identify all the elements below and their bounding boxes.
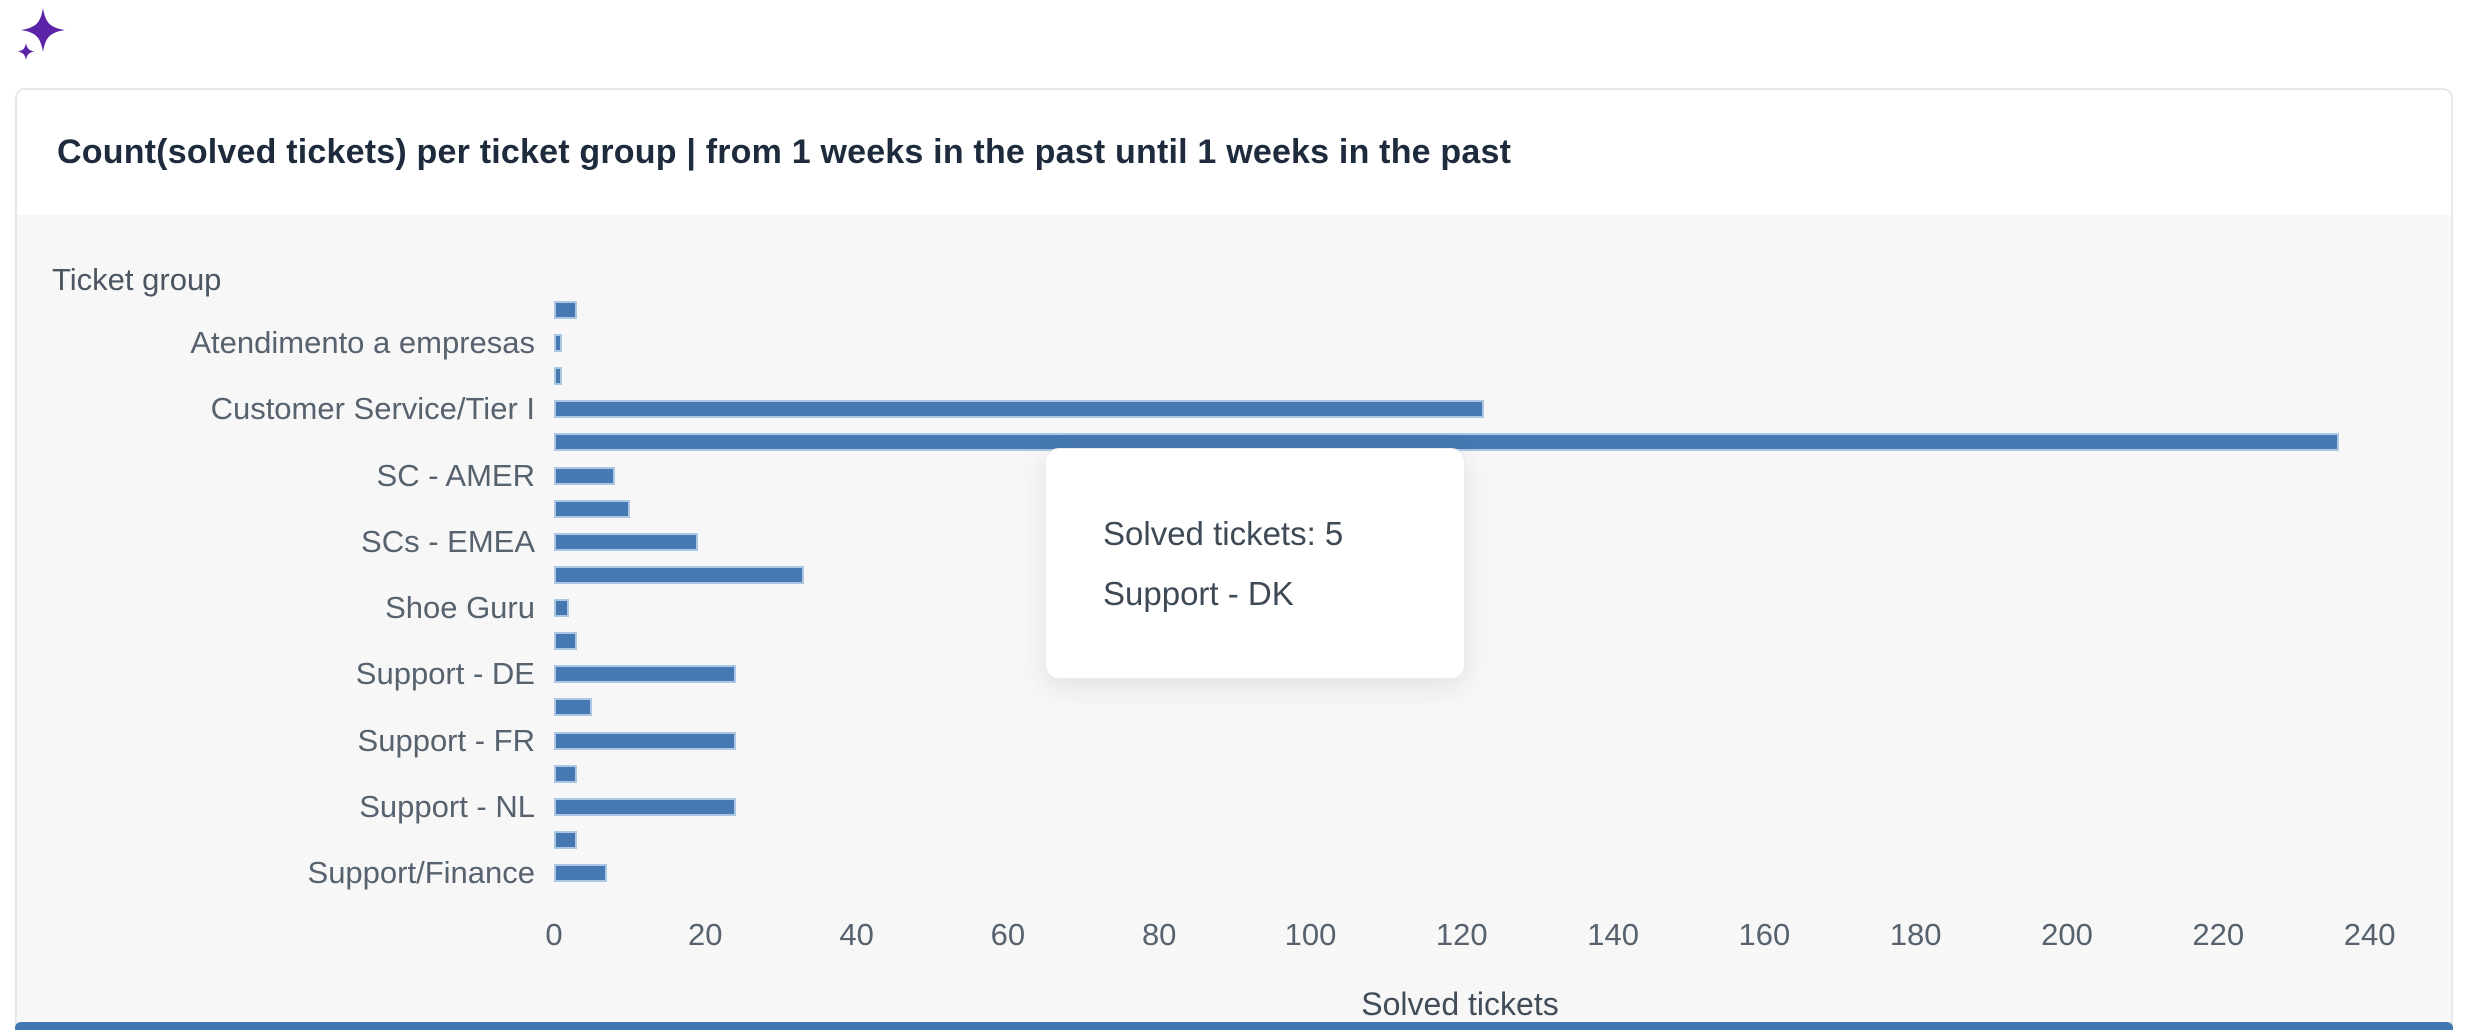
x-tick-label: 240 [2343,917,2396,952]
bar-row-9[interactable] [554,599,570,618]
bar-row-6[interactable] [554,499,630,518]
x-tick-label: 80 [1141,917,1177,952]
bar-row-10[interactable] [554,632,577,651]
next-card-peek [15,1022,2453,1030]
tooltip-category-line: Support - DK [1103,574,1294,612]
category-label: Support - FR [357,722,535,758]
bar-row-0[interactable] [554,301,577,319]
x-tick-label: 180 [1889,917,1942,952]
category-label: Support/Finance [307,855,535,891]
bar-row-8[interactable] [554,565,804,584]
category-label: Atendimento a empresas [190,325,535,361]
x-tick-label: 20 [688,917,723,952]
ai-sparkle-icon[interactable] [14,6,70,60]
bar-row-1[interactable] [554,334,562,353]
chart-card-header: Count(solved tickets) per ticket group |… [17,90,2451,215]
x-tick-label: 220 [2192,917,2245,952]
category-label: SCs - EMEA [361,523,535,559]
category-label: SC - AMER [376,457,535,493]
x-tick-label: 140 [1587,917,1639,952]
bar-row-12[interactable] [554,698,592,717]
x-tick-label: 200 [2041,917,2093,952]
x-tick-label: 160 [1738,917,1791,952]
bar-row-16[interactable] [554,830,577,849]
x-tick-label: 100 [1284,917,1337,952]
bar-row-3[interactable] [554,400,1485,419]
category-label: Shoe Guru [385,590,535,626]
bar-row-7[interactable] [554,532,698,551]
y-axis-title: Ticket group [52,262,222,297]
category-label: Customer Service/Tier I [210,391,535,427]
category-label: Support - NL [359,788,535,824]
bar-row-5[interactable] [554,466,615,485]
x-axis-title: Solved tickets [1361,986,1559,1022]
bar-row-11[interactable] [554,665,736,684]
bar-row-2[interactable] [554,367,562,386]
tooltip-value-line: Solved tickets: 5 [1103,514,1344,552]
bar-row-13[interactable] [554,731,736,750]
bar-row-14[interactable] [554,764,577,783]
x-tick-label: 40 [839,917,874,952]
x-tick-label: 0 [545,917,563,952]
chart-title: Count(solved tickets) per ticket group |… [57,133,1512,171]
x-tick-label: 120 [1435,917,1488,952]
x-tick-label: 60 [990,917,1026,952]
bar-row-15[interactable] [554,797,736,816]
category-label: Support - DE [355,656,535,692]
bar-row-17[interactable] [554,864,607,883]
bar-tooltip: Solved tickets: 5 Support - DK [1045,448,1465,679]
